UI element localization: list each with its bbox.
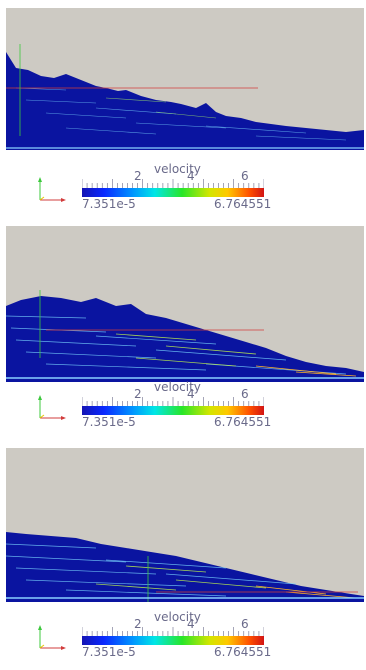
legend-tick-label: 2 <box>134 617 142 631</box>
legend-min: 7.351e-5 <box>82 645 136 659</box>
legend-colorbar <box>82 188 264 197</box>
panel-3: velocity 2 4 6 7.351e-5 6.764551 <box>0 436 366 659</box>
flow-render-2 <box>6 290 364 382</box>
legend-max: 6.764551 <box>214 645 272 659</box>
legend-min: 7.351e-5 <box>82 415 136 429</box>
flow-render-3 <box>6 532 364 602</box>
legend-ticks <box>82 397 264 406</box>
legend-max: 6.764551 <box>214 197 272 211</box>
orientation-axes-2 <box>38 395 66 420</box>
legend-tick-label: 6 <box>241 617 249 631</box>
legend-tick-label: 2 <box>134 387 142 401</box>
orientation-axes-1 <box>38 177 66 202</box>
legend-ticks <box>82 627 264 636</box>
legend-tick-label: 4 <box>187 169 195 183</box>
legend-max: 6.764551 <box>214 415 272 429</box>
simulation-view-1 <box>6 8 364 150</box>
legend-tick-label: 4 <box>187 387 195 401</box>
legend-colorbar <box>82 636 264 645</box>
legend-tick-label: 4 <box>187 617 195 631</box>
legend-min: 7.351e-5 <box>82 197 136 211</box>
legend-tick-label: 6 <box>241 169 249 183</box>
legend-tick-label: 6 <box>241 387 249 401</box>
flow-render-1 <box>6 44 364 150</box>
simulation-view-3 <box>6 448 364 602</box>
color-legend-2: velocity 2 4 6 7.351e-5 6.764551 <box>0 380 366 440</box>
legend-title: velocity <box>154 162 201 176</box>
panel-1: velocity 2 4 6 7.351e-5 6.764551 <box>0 0 366 218</box>
orientation-axes-3 <box>38 625 66 650</box>
panel-2: velocity 2 4 6 7.351e-5 6.764551 <box>0 218 366 436</box>
legend-tick-label: 2 <box>134 169 142 183</box>
simulation-view-2 <box>6 226 364 382</box>
legend-title: velocity <box>154 380 201 394</box>
legend-title: velocity <box>154 610 201 624</box>
legend-ticks <box>82 179 264 188</box>
legend-colorbar <box>82 406 264 415</box>
color-legend-1: velocity 2 4 6 7.351e-5 6.764551 <box>0 162 366 222</box>
color-legend-3: velocity 2 4 6 7.351e-5 6.764551 <box>0 610 366 670</box>
